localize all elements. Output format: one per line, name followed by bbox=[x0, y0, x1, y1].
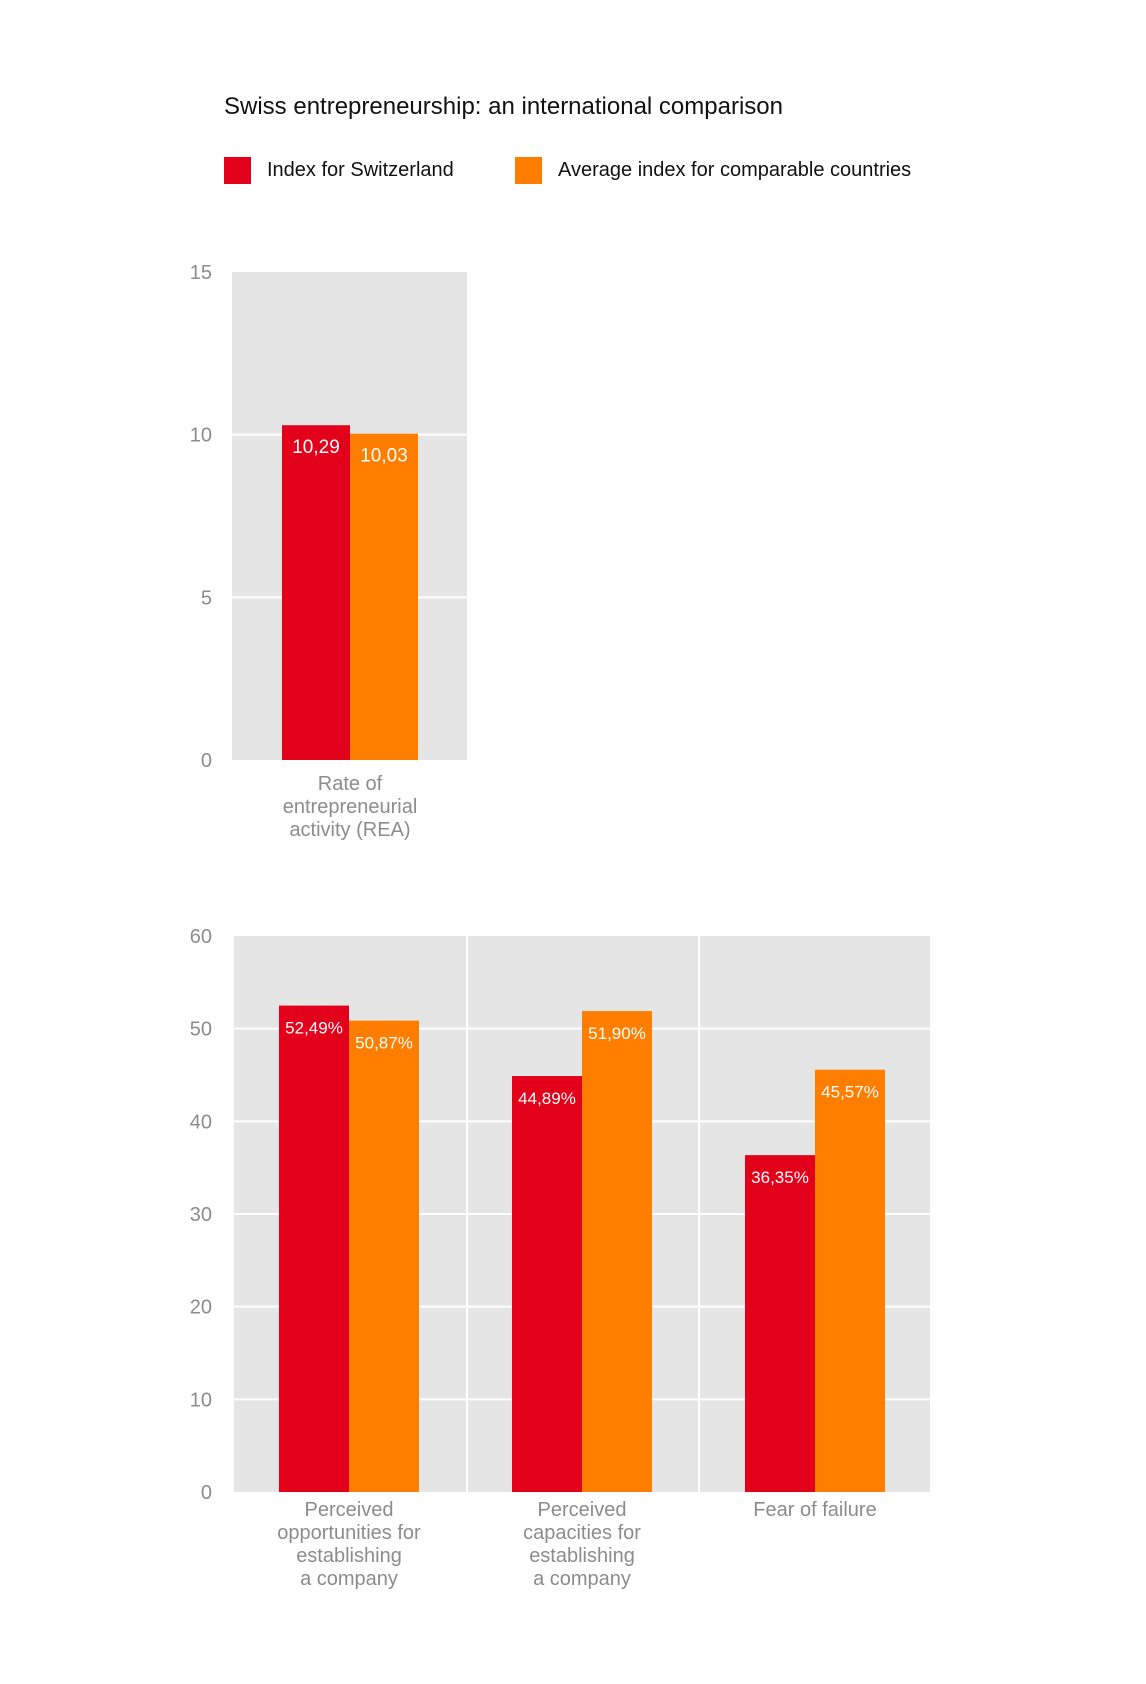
legend-swatch-average bbox=[515, 156, 542, 184]
bar-average bbox=[350, 433, 418, 760]
x-category-label: Rate of bbox=[318, 773, 383, 795]
data-label-switzerland: 44,89% bbox=[518, 1089, 576, 1108]
x-category-label: establishing bbox=[529, 1545, 635, 1567]
data-label-average: 10,03 bbox=[360, 446, 408, 467]
x-category-label: entrepreneurial bbox=[283, 796, 418, 818]
x-category-label: Perceived bbox=[305, 1499, 394, 1521]
y-tick-label: 40 bbox=[190, 1111, 212, 1133]
bar-switzerland bbox=[279, 1005, 349, 1492]
y-tick-label: 60 bbox=[190, 926, 212, 948]
legend-swatch-switzerland bbox=[224, 156, 251, 184]
data-label-switzerland: 36,35% bbox=[751, 1168, 809, 1187]
x-category-label: capacities for bbox=[523, 1522, 641, 1544]
legend-item-switzerland: Index for Switzerland bbox=[224, 155, 454, 185]
bar-switzerland bbox=[512, 1076, 582, 1492]
y-tick-label: 20 bbox=[190, 1297, 212, 1319]
data-label-switzerland: 10,29 bbox=[292, 437, 340, 458]
y-tick-label: 0 bbox=[201, 750, 212, 772]
data-label-average: 50,87% bbox=[355, 1034, 413, 1053]
y-tick-label: 0 bbox=[201, 1482, 212, 1504]
chart-title: Swiss entrepreneurship: an international… bbox=[224, 93, 783, 120]
bar-switzerland bbox=[282, 425, 350, 760]
x-category-label: Perceived bbox=[538, 1499, 627, 1521]
y-tick-label: 10 bbox=[190, 1389, 212, 1411]
x-category-label: activity (REA) bbox=[289, 819, 410, 841]
data-label-switzerland: 52,49% bbox=[285, 1019, 343, 1038]
data-label-average: 51,90% bbox=[588, 1024, 646, 1043]
data-label-average: 45,57% bbox=[821, 1083, 879, 1102]
bar-average bbox=[815, 1069, 885, 1492]
x-category-label: Fear of failure bbox=[753, 1499, 876, 1521]
y-tick-label: 15 bbox=[190, 262, 212, 284]
bar-average bbox=[349, 1020, 419, 1492]
y-tick-label: 50 bbox=[190, 1019, 212, 1041]
y-tick-label: 30 bbox=[190, 1204, 212, 1226]
x-category-label: a company bbox=[300, 1568, 398, 1590]
x-category-label: opportunities for bbox=[277, 1522, 421, 1544]
y-tick-label: 5 bbox=[201, 587, 212, 609]
x-category-label: a company bbox=[533, 1568, 631, 1590]
x-category-label: establishing bbox=[296, 1545, 402, 1567]
bar-switzerland bbox=[745, 1155, 815, 1492]
bar-average bbox=[582, 1011, 652, 1492]
legend-label-average: Average index for comparable countries bbox=[558, 158, 912, 181]
y-tick-label: 10 bbox=[190, 425, 212, 447]
legend-item-average: Average index for comparable countries bbox=[515, 155, 911, 185]
legend-label-switzerland: Index for Switzerland bbox=[267, 158, 454, 181]
